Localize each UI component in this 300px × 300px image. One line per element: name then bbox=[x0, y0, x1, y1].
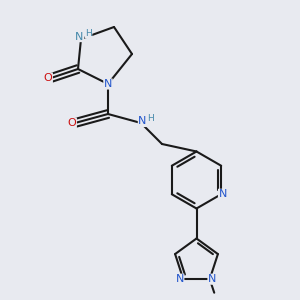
Text: N: N bbox=[138, 116, 147, 127]
Text: N: N bbox=[104, 79, 112, 89]
Text: O: O bbox=[44, 73, 52, 83]
Text: N: N bbox=[75, 32, 84, 42]
Text: N: N bbox=[218, 189, 227, 199]
Text: N: N bbox=[176, 274, 184, 284]
Text: H: H bbox=[85, 29, 92, 38]
Text: H: H bbox=[148, 114, 154, 123]
Text: N: N bbox=[208, 274, 216, 284]
Text: O: O bbox=[68, 118, 76, 128]
